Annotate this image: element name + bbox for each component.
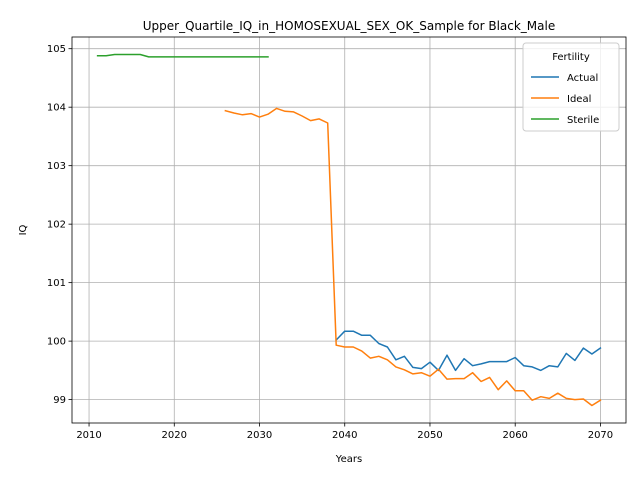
series-line-sterile [96, 53, 269, 58]
legend-entry-sterile: Sterile [531, 115, 599, 126]
x-axis-label: Years [335, 454, 362, 465]
y-tick-label: 99 [53, 395, 66, 406]
legend-label-ideal: Ideal [567, 94, 591, 105]
plot-frame [71, 36, 627, 424]
legend-entry-ideal: Ideal [531, 94, 591, 105]
y-tick-label: 103 [47, 161, 66, 172]
x-tick-label: 2030 [247, 430, 272, 441]
y-tick-label: 105 [47, 44, 66, 55]
legend-label-sterile: Sterile [567, 115, 599, 126]
legend: Fertility Actual Ideal Sterile [522, 42, 620, 132]
y-tick-label: 101 [47, 278, 66, 289]
x-tick-label: 2070 [588, 430, 613, 441]
chart-title: Upper_Quartile_IQ_in_HOMOSEXUAL_SEX_OK_S… [143, 19, 555, 33]
series-line-actual [335, 330, 602, 372]
y-axis-ticks: 99 100 101 102 103 104 105 [47, 44, 72, 406]
y-axis-label: IQ [18, 224, 29, 235]
x-axis-ticks: 2010 2020 2030 2040 2050 2060 2070 [76, 423, 613, 441]
x-tick-label: 2050 [417, 430, 442, 441]
grid [72, 37, 626, 423]
series-line-ideal [224, 107, 602, 407]
legend-title: Fertility [552, 52, 590, 63]
y-tick-label: 104 [47, 103, 66, 114]
legend-label-actual: Actual [567, 73, 598, 84]
series-lines [96, 53, 602, 407]
y-tick-label: 100 [47, 337, 66, 348]
x-tick-label: 2060 [502, 430, 527, 441]
x-tick-label: 2010 [76, 430, 101, 441]
y-tick-label: 102 [47, 220, 66, 231]
legend-entry-actual: Actual [531, 73, 598, 84]
x-tick-label: 2040 [332, 430, 357, 441]
x-tick-label: 2020 [162, 430, 187, 441]
legend-box [522, 42, 620, 132]
